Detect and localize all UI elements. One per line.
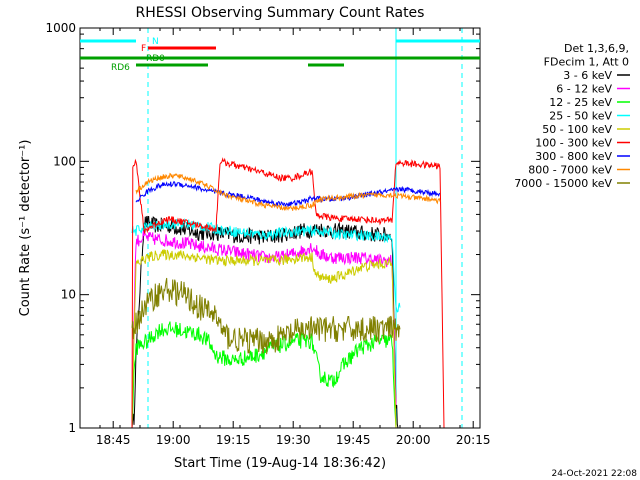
series-5 <box>131 157 445 429</box>
x-tick-label-2: 19:15 <box>216 433 251 447</box>
series-line-8 <box>131 277 401 355</box>
y-tick-label-3: 1000 <box>45 21 76 35</box>
legend-entry-8: 7000 - 15000 keV <box>514 177 612 190</box>
plot-frame <box>79 27 481 429</box>
series-3 <box>131 217 401 313</box>
flag-label-rd0: RD0 <box>146 54 165 64</box>
series-line-7 <box>135 172 441 211</box>
flag-label-rd6: RD6 <box>111 63 130 73</box>
legend-entry-5: 100 - 300 keV <box>535 137 612 150</box>
series-line-5 <box>131 157 445 429</box>
legend-entry-7: 800 - 7000 keV <box>528 164 612 177</box>
y-tick-label-1: 10 <box>61 288 76 302</box>
legend-entry-4: 50 - 100 keV <box>542 123 612 136</box>
x-tick-label-0: 18:45 <box>96 433 131 447</box>
flag-label-f: F <box>141 44 146 54</box>
plot-content <box>79 28 463 429</box>
y-tick-label-2: 100 <box>53 154 76 168</box>
x-axis-label: Start Time (19-Aug-14 18:36:42) <box>174 456 386 471</box>
x-tick-label-1: 19:00 <box>156 433 191 447</box>
legend-entry-6: 300 - 800 keV <box>535 150 612 163</box>
series-line-6 <box>135 180 441 208</box>
series-line-2 <box>131 321 397 429</box>
legend-entry-0: 3 - 6 keV <box>563 69 612 82</box>
series-1 <box>131 230 397 429</box>
legend-header-0: Det 1,3,6,9, <box>564 42 629 55</box>
flag-label-n: N <box>152 37 159 47</box>
series-2 <box>131 321 397 429</box>
y-axis: 1 10 100 1000 <box>45 21 480 435</box>
y-tick-label-0: 1 <box>68 421 76 435</box>
legend-header-1: FDecim 1, Att 0 <box>544 56 629 69</box>
x-axis: 18:45 19:00 19:15 19:30 19:45 20:00 20:15 <box>79 28 491 447</box>
series-8 <box>131 277 401 355</box>
date-stamp: 24-Oct-2021 22:08 <box>552 469 638 479</box>
x-tick-label-6: 20:15 <box>456 433 491 447</box>
series-line-1 <box>131 230 397 429</box>
series-line-3 <box>131 217 401 313</box>
y-axis-label: Count Rate (s⁻¹ detector⁻¹) <box>18 140 33 317</box>
x-tick-label-3: 19:30 <box>276 433 311 447</box>
legend-entry-1: 6 - 12 keV <box>556 83 612 96</box>
chart-title: RHESSI Observing Summary Count Rates <box>136 5 425 21</box>
x-tick-label-4: 19:45 <box>336 433 371 447</box>
series-7 <box>135 172 441 211</box>
legend-entry-2: 12 - 25 keV <box>549 96 612 109</box>
series-6 <box>135 180 441 208</box>
series-line-4 <box>131 249 397 429</box>
series-4 <box>131 249 397 429</box>
x-tick-label-5: 20:00 <box>396 433 431 447</box>
legend-entry-3: 25 - 50 keV <box>549 110 612 123</box>
